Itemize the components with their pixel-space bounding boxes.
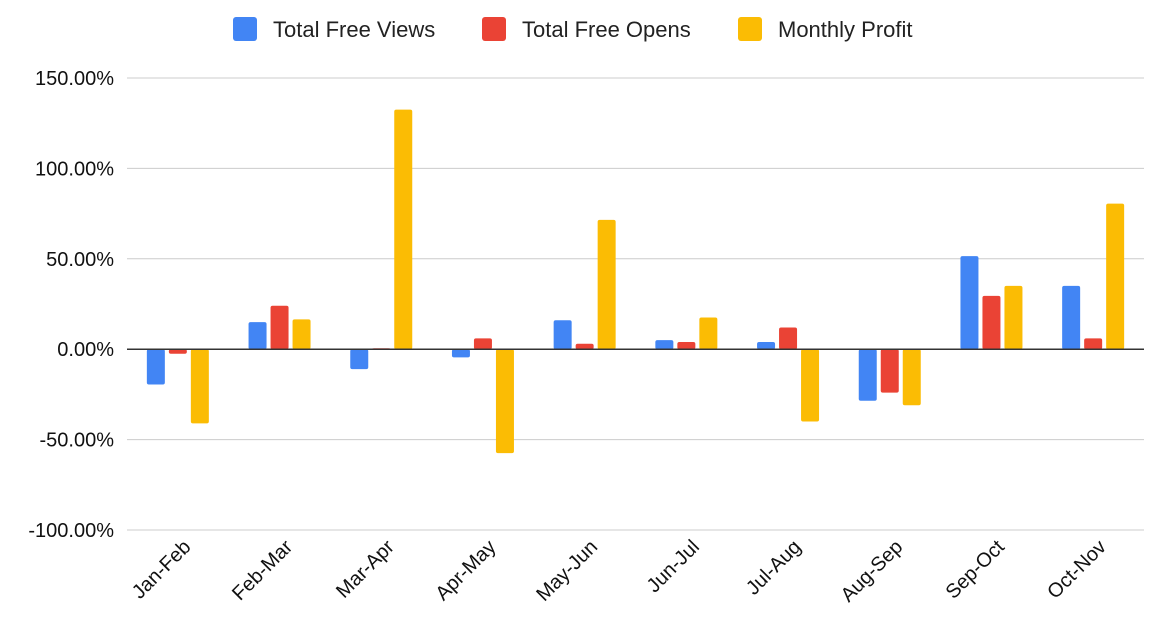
bar-monthly-profit [1004, 285, 1023, 350]
bar-total-free-opens [779, 327, 798, 350]
bar-monthly-profit [495, 349, 514, 454]
x-tick-label: May-Jun [532, 536, 602, 606]
bar-total-free-opens [880, 349, 899, 393]
bar-total-free-views [960, 256, 979, 350]
x-tick-label: Jul-Aug [742, 536, 806, 600]
bar-total-free-views [553, 320, 572, 350]
bar-total-free-opens [677, 341, 696, 350]
legend-label: Total Free Views [273, 17, 435, 42]
x-tick-label: Oct-Nov [1043, 536, 1110, 603]
bar-total-free-opens [982, 295, 1001, 350]
bar-monthly-profit [190, 349, 209, 424]
bar-total-free-views [858, 349, 877, 401]
x-tick-label: Jan-Feb [128, 536, 195, 603]
bar-total-free-opens [270, 305, 289, 350]
bar-total-free-opens [473, 338, 492, 350]
bar-total-free-views [248, 322, 267, 350]
bar-monthly-profit [1106, 203, 1125, 350]
y-tick-label: 100.00% [35, 158, 114, 180]
legend-swatch [233, 17, 257, 41]
y-tick-label: 150.00% [35, 68, 114, 90]
bar-total-free-views [451, 349, 470, 358]
legend-swatch [738, 17, 762, 41]
bar-total-free-views [1062, 285, 1081, 350]
legend: Total Free Views Total Free Opens Monthly … [233, 17, 913, 42]
x-axis: Jan-Feb Feb-Mar Mar-Apr Apr-May May-Jun Jun-J… [128, 536, 1111, 607]
y-tick-label: -100.00% [28, 520, 114, 542]
x-tick-label: Aug-Sep [837, 536, 908, 607]
bar-monthly-profit [394, 109, 413, 350]
legend-item: Total Free Opens [482, 17, 691, 42]
bar-total-free-opens [1084, 338, 1103, 350]
x-tick-label: Apr-May [431, 536, 500, 605]
legend-swatch [482, 17, 506, 41]
y-tick-label: -50.00% [40, 430, 115, 452]
bar-monthly-profit [902, 349, 921, 406]
bar-total-free-views [655, 340, 674, 350]
bar-monthly-profit [597, 219, 616, 350]
gridlines [127, 77, 1144, 531]
y-axis: 150.00% 100.00% 50.00% 0.00% -50.00% -100.00% [28, 68, 114, 542]
x-tick-label: Jun-Jul [643, 536, 704, 597]
bar-monthly-profit [699, 317, 718, 350]
bar-total-free-views [350, 349, 369, 370]
x-tick-label: Sep-Oct [942, 536, 1010, 604]
legend-label: Monthly Profit [778, 17, 913, 42]
bar-total-free-opens [168, 349, 187, 354]
bar-monthly-profit [801, 349, 820, 422]
x-tick-label: Mar-Apr [332, 536, 399, 603]
y-tick-label: 50.00% [46, 249, 114, 271]
x-tick-label: Feb-Mar [228, 536, 297, 605]
legend-label: Total Free Opens [522, 17, 691, 42]
y-tick-label: 0.00% [57, 339, 114, 361]
bar-total-free-views [757, 341, 776, 350]
legend-item: Total Free Views [233, 17, 435, 42]
bar-monthly-profit [292, 319, 311, 350]
bar-total-free-views [146, 349, 165, 385]
bars [146, 109, 1125, 454]
legend-item: Monthly Profit [738, 17, 913, 42]
bar-total-free-opens [575, 343, 594, 350]
